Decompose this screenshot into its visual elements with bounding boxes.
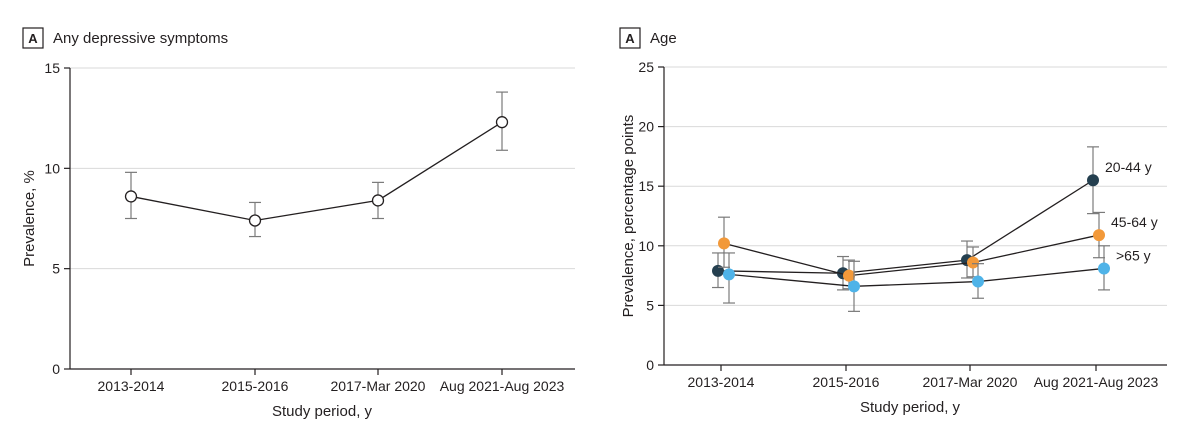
y-axis-title: Prevalence, %: [21, 170, 38, 267]
x-tick-label: Aug 2021-Aug 2023: [1034, 374, 1159, 390]
x-tick-label: Aug 2021-Aug 2023: [440, 378, 565, 394]
x-axis-title: Study period, y: [860, 399, 961, 416]
panel-badge: [619, 27, 641, 49]
data-point: [371, 194, 385, 207]
x-tick-label: 2017-Mar 2020: [331, 378, 426, 394]
data-point: [712, 264, 724, 277]
series-label: >65 y: [1116, 247, 1151, 263]
y-tick-label: 10: [44, 160, 60, 176]
data-point: [1098, 262, 1110, 275]
data-point: [843, 269, 855, 282]
x-axis-title: Study period, y: [272, 403, 373, 420]
y-tick-label: 25: [638, 59, 654, 75]
data-point: [972, 275, 984, 288]
data-point: [723, 268, 735, 281]
data-point: [967, 256, 979, 269]
data-point: [718, 237, 730, 250]
data-point: [848, 280, 860, 293]
panel-badge-label: A: [28, 31, 38, 46]
x-tick-label: 2013-2014: [98, 378, 165, 394]
data-point: [495, 116, 509, 129]
x-tick-label: 2017-Mar 2020: [923, 374, 1018, 390]
series-label: 45-64 y: [1111, 214, 1158, 230]
panel-badge: [22, 27, 44, 49]
y-tick-label: 20: [638, 119, 654, 135]
y-tick-label: 0: [52, 361, 60, 377]
y-tick-label: 5: [646, 297, 654, 313]
y-tick-label: 15: [44, 60, 60, 76]
series-label: 20-44 y: [1105, 159, 1152, 175]
series-line: [728, 267, 1105, 287]
data-point: [1093, 229, 1105, 242]
chart-title: Age: [650, 30, 677, 47]
x-tick-label: 2015-2016: [813, 374, 880, 390]
y-tick-label: 0: [646, 357, 654, 373]
x-tick-label: 2013-2014: [688, 374, 755, 390]
y-axis-title: Prevalence, percentage points: [620, 115, 637, 318]
data-point: [124, 190, 138, 203]
panel-badge-label: A: [625, 31, 635, 46]
series-line: [723, 234, 1100, 277]
series-line: [130, 121, 503, 222]
series-line: [717, 179, 1094, 274]
chart-title: Any depressive symptoms: [53, 30, 228, 47]
data-point: [248, 214, 262, 227]
y-tick-label: 15: [638, 178, 654, 194]
y-tick-label: 10: [638, 238, 654, 254]
x-tick-label: 2015-2016: [222, 378, 289, 394]
y-tick-label: 5: [52, 261, 60, 277]
data-point: [1087, 174, 1099, 187]
